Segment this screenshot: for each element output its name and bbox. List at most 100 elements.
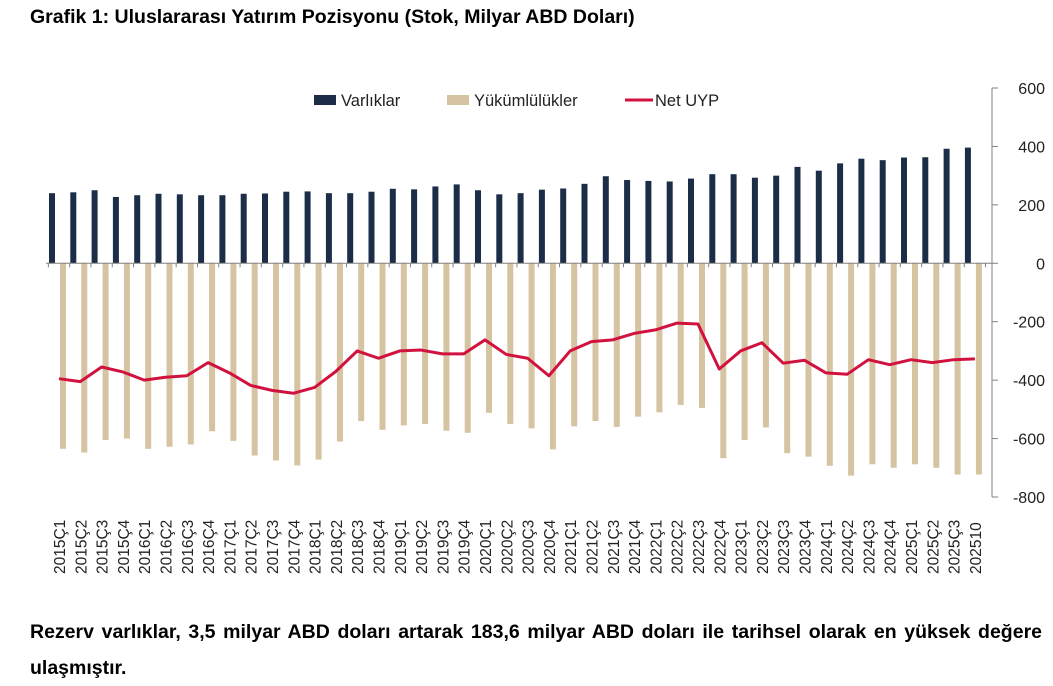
y-axis: 600 400 200 0 -200 -400 -600 -800	[991, 81, 1045, 507]
liabilities-bar	[805, 263, 812, 457]
liabilities-bar	[358, 263, 365, 422]
y-tick-label: 600	[1018, 81, 1045, 98]
assets-bar	[304, 191, 311, 264]
x-tick-label: 2018Ç3	[350, 520, 367, 574]
liabilities-bar	[912, 263, 918, 465]
liabilities-bar	[315, 263, 322, 460]
x-tick-label: 2021Ç2	[585, 520, 602, 574]
assets-bar	[688, 178, 694, 264]
assets-bar	[198, 195, 205, 264]
y-tick-label: -400	[1013, 373, 1045, 390]
x-tick-label: 202510	[968, 522, 985, 574]
liabilities-bar	[336, 263, 343, 442]
legend-swatch	[314, 95, 336, 105]
x-tick-label: 2015Ç1	[52, 520, 69, 574]
x-tick-label: 2017Ç2	[244, 520, 261, 574]
assets-bar	[262, 193, 268, 264]
liabilities-bar	[422, 263, 429, 424]
assets-bar	[538, 189, 545, 264]
y-tick-label: -800	[1013, 490, 1045, 507]
x-tick-label: 2015Ç4	[116, 519, 133, 574]
x-tick-label: 2017Ç3	[265, 520, 282, 574]
assets-bar	[602, 176, 609, 264]
assets-bar	[155, 193, 162, 264]
assets-bar	[964, 147, 971, 264]
x-tick-label: 2015Ç2	[73, 520, 90, 574]
liabilities-bar	[60, 263, 66, 449]
liabilities-bar	[656, 263, 663, 413]
liabilities-bar	[720, 263, 727, 459]
liabilities-bar	[81, 263, 88, 453]
assets-bar	[560, 188, 567, 264]
x-tick-label: 2019Ç4	[457, 519, 474, 574]
x-tick-label: 2023Ç1	[734, 520, 751, 574]
liabilities-bar	[294, 263, 301, 466]
x-tick-label: 2015Ç3	[95, 520, 112, 574]
assets-bar	[112, 196, 119, 264]
liabilities-bar	[102, 263, 109, 441]
x-tick-label: 2022Ç4	[712, 519, 729, 574]
x-tick-label: 2020Ç2	[499, 520, 516, 574]
assets-bar	[645, 180, 652, 264]
legend-label: Varlıklar	[341, 92, 401, 110]
x-tick-label: 2023Ç2	[755, 520, 772, 574]
liabilities-bar	[486, 263, 492, 413]
y-tick-label: 200	[1018, 198, 1045, 215]
assets-bar	[751, 177, 758, 264]
liabilities-bar	[251, 263, 258, 456]
assets-bar	[709, 174, 716, 264]
x-tick-label: 2021Ç3	[606, 520, 623, 574]
liabilities-bar	[954, 263, 961, 475]
x-tick-label: 2025Ç3	[947, 520, 964, 574]
liabilities-bar	[166, 263, 173, 447]
liabilities-bar	[571, 263, 578, 427]
x-tick-label: 2018Ç4	[372, 519, 389, 574]
assets-bar	[922, 157, 929, 264]
liabilities-bar	[464, 263, 471, 433]
net-uyp-line	[58, 321, 975, 395]
liabilities-bar	[635, 263, 642, 417]
assets-bar	[815, 170, 822, 264]
liabilities-bar	[209, 263, 216, 432]
y-tick-label: 400	[1018, 139, 1045, 156]
assets-bar	[475, 190, 481, 264]
x-tick-label: 2023Ç4	[798, 519, 815, 574]
assets-bar	[858, 158, 865, 264]
x-tick-label: 2022Ç3	[691, 520, 708, 574]
assets-bar	[347, 193, 354, 264]
x-tick-label: 2016Ç2	[159, 520, 176, 574]
assets-series	[49, 147, 971, 264]
liabilities-bar	[933, 263, 940, 468]
assets-bar	[730, 174, 737, 264]
net-series	[58, 321, 975, 395]
liabilities-bar	[273, 263, 279, 461]
liabilities-bar	[145, 263, 152, 449]
liabilities-bar	[848, 263, 855, 476]
x-tick-label: 2016Ç4	[201, 519, 218, 574]
y-tick-label: -200	[1013, 315, 1045, 332]
assets-bar	[49, 193, 55, 264]
legend-swatch	[447, 95, 469, 105]
assets-bar	[773, 175, 780, 264]
assets-bar	[70, 192, 77, 264]
zero-axis	[46, 262, 992, 268]
assets-bar	[453, 184, 460, 264]
x-axis-labels: 2015Ç1 2015Ç2 2015Ç3 2015Ç4 2016Ç1 2016Ç2 2016…	[52, 519, 985, 574]
liabilities-bar	[507, 263, 514, 424]
liabilities-bar	[230, 263, 237, 441]
assets-bar	[517, 193, 524, 264]
liabilities-bar	[975, 263, 982, 475]
y-tick-label: 0	[1036, 256, 1045, 273]
x-tick-label: 2018Ç2	[329, 520, 346, 574]
legend-label: Net UYP	[655, 92, 719, 110]
assets-bar	[943, 148, 950, 264]
assets-bar	[91, 190, 98, 264]
assets-bar	[368, 191, 375, 264]
assets-bar	[219, 195, 226, 264]
liabilities-bar	[379, 263, 386, 430]
x-tick-label: 2017Ç1	[222, 520, 239, 574]
x-tick-label: 2020Ç4	[542, 519, 559, 574]
x-tick-label: 2024Ç4	[883, 519, 900, 574]
assets-bar	[389, 188, 396, 264]
x-tick-label: 2024Ç1	[819, 520, 836, 574]
